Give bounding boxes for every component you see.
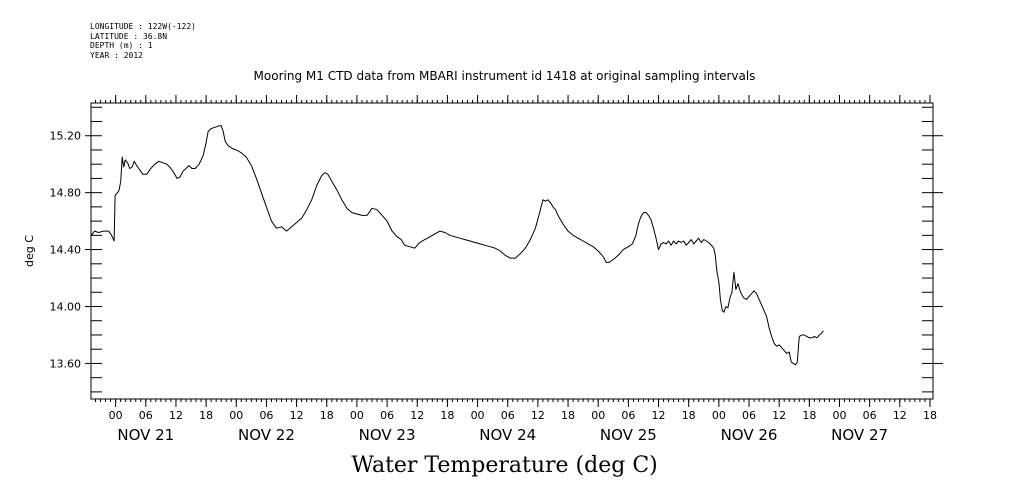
x-day-label: NOV 25 bbox=[600, 426, 657, 444]
x-tick-label: 00 bbox=[833, 409, 847, 422]
x-day-label: NOV 24 bbox=[479, 426, 536, 444]
plot-frame bbox=[90, 102, 934, 400]
x-tick-label: 12 bbox=[169, 409, 183, 422]
x-day-label: NOV 22 bbox=[238, 426, 295, 444]
x-day-label: NOV 26 bbox=[721, 426, 778, 444]
y-tick-label: 14.00 bbox=[50, 301, 82, 314]
x-tick-label: 12 bbox=[410, 409, 424, 422]
year-label: YEAR : 2012 bbox=[90, 50, 143, 60]
y-tick-label: 14.80 bbox=[50, 187, 82, 200]
x-tick-label: 06 bbox=[259, 409, 273, 422]
x-tick-label: 18 bbox=[199, 409, 213, 422]
chart-title: Mooring M1 CTD data from MBARI instrumen… bbox=[253, 69, 756, 83]
x-tick-label: 12 bbox=[531, 409, 545, 422]
x-tick-label: 18 bbox=[802, 409, 816, 422]
x-tick-label: 12 bbox=[290, 409, 304, 422]
x-tick-label: 12 bbox=[652, 409, 666, 422]
x-tick-label: 18 bbox=[440, 409, 454, 422]
series-line-water-temperature bbox=[91, 125, 824, 366]
metadata-block: LONGITUDE : 122W(-122) LATITUDE : 36.8N … bbox=[90, 22, 196, 60]
x-tick-label: 18 bbox=[320, 409, 334, 422]
y-axis-label: deg C bbox=[23, 235, 36, 267]
x-tick-label: 12 bbox=[772, 409, 786, 422]
x-tick-label: 00 bbox=[350, 409, 364, 422]
x-tick-label: 06 bbox=[139, 409, 153, 422]
y-tick-label: 14.40 bbox=[50, 244, 82, 257]
x-tick-label: 06 bbox=[380, 409, 394, 422]
x-day-label: NOV 23 bbox=[359, 426, 416, 444]
x-tick-label: 12 bbox=[893, 409, 907, 422]
longitude-label: LONGITUDE : 122W(-122) bbox=[90, 22, 196, 31]
x-tick-label: 06 bbox=[742, 409, 756, 422]
x-tick-label: 06 bbox=[863, 409, 877, 422]
x-tick-label: 00 bbox=[109, 409, 123, 422]
x-tick-label: 00 bbox=[229, 409, 243, 422]
x-day-label: NOV 21 bbox=[117, 426, 174, 444]
x-axis-label: Water Temperature (deg C) bbox=[351, 453, 658, 478]
y-tick-label: 15.20 bbox=[50, 130, 82, 143]
x-tick-label: 18 bbox=[561, 409, 575, 422]
x-tick-label: 00 bbox=[712, 409, 726, 422]
x-tick-label: 06 bbox=[501, 409, 515, 422]
depth-label: DEPTH (m) : 1 bbox=[90, 41, 153, 50]
latitude-label: LATITUDE : 36.8N bbox=[90, 31, 168, 41]
x-tick-label: 06 bbox=[621, 409, 635, 422]
y-tick-label: 13.60 bbox=[50, 357, 82, 370]
x-tick-label: 18 bbox=[682, 409, 696, 422]
x-tick-label: 00 bbox=[591, 409, 605, 422]
x-tick-label: 00 bbox=[471, 409, 485, 422]
x-tick-label: 18 bbox=[923, 409, 937, 422]
x-day-label: NOV 27 bbox=[831, 426, 888, 444]
